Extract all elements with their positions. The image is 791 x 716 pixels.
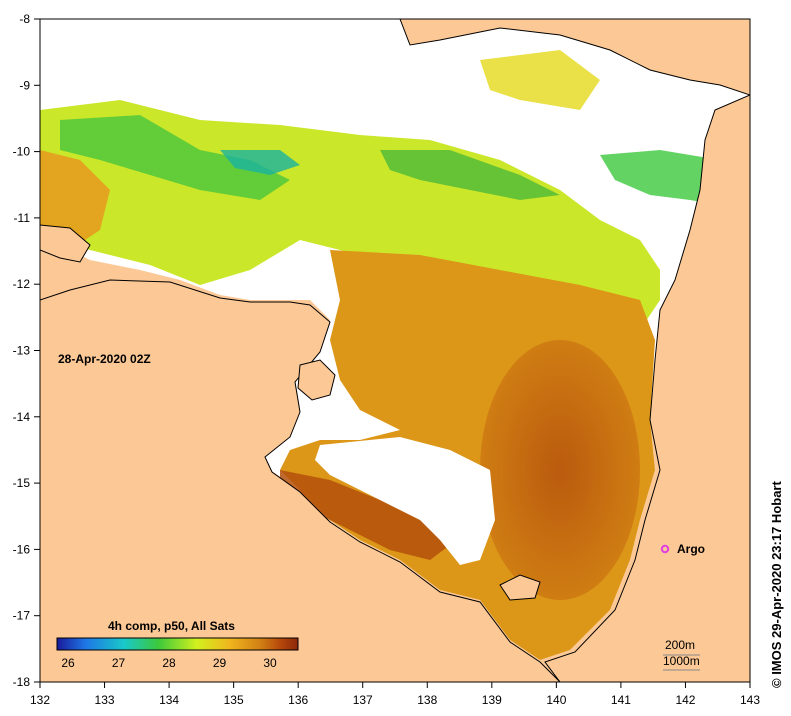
- land-new-guinea: [399, 19, 750, 96]
- sst-warm-core: [480, 340, 640, 600]
- y-tick-label: -8: [19, 12, 30, 26]
- colorbar-tick-label: 27: [112, 656, 126, 670]
- land-groote: [297, 359, 336, 401]
- x-tick-label: 137: [353, 693, 373, 707]
- sst-teal-patch: [220, 150, 300, 175]
- colorbar: 4h comp, p50, All Sats 26 27 28 29 30: [56, 619, 299, 670]
- sst-west-orange: [40, 150, 110, 250]
- x-tick-label: 141: [611, 693, 631, 707]
- x-tick-label: 143: [740, 693, 760, 707]
- y-tick-label: -17: [13, 609, 31, 623]
- y-tick-label: -13: [13, 344, 31, 358]
- x-tick-label: 136: [288, 693, 308, 707]
- x-tick-label: 138: [417, 693, 437, 707]
- argo-marker: Argo: [660, 542, 705, 556]
- colorbar-ramp: [56, 637, 299, 651]
- y-tick-label: -10: [13, 145, 31, 159]
- sst-southwest-warm: [280, 470, 450, 560]
- y-tick-label: -14: [13, 410, 31, 424]
- credit-label: © IMOS 29-Apr-2020 23:17 Hobart: [769, 481, 784, 688]
- y-tick-label: -15: [13, 476, 31, 490]
- y-tick-label: -18: [13, 675, 31, 689]
- y-tick-label: -12: [13, 277, 31, 291]
- x-tick-label: 140: [546, 693, 566, 707]
- land-mornington: [499, 574, 541, 601]
- x-tick-label: 134: [159, 693, 179, 707]
- y-axis: -8 -9 -10 -11 -12 -13 -14 -15 -16 -17 -18: [13, 12, 40, 689]
- colorbar-tick-label: 26: [61, 656, 75, 670]
- contour-1000m: 1000m: [663, 654, 700, 668]
- argo-label: Argo: [677, 542, 705, 556]
- sst-green-patches: [60, 115, 290, 200]
- land-cape-york: [544, 94, 750, 682]
- cloud-gap-south: [315, 437, 495, 565]
- colorbar-tick-label: 30: [263, 656, 277, 670]
- x-tick-label: 135: [224, 693, 244, 707]
- product-label: 4h comp, p50, All Sats: [108, 619, 235, 633]
- contour-200m: 200m: [665, 638, 695, 652]
- date-label: 28-Apr-2020 02Z: [58, 352, 151, 366]
- x-tick-label: 133: [95, 693, 115, 707]
- y-tick-label: -9: [19, 78, 30, 92]
- argo-symbol: [660, 544, 670, 554]
- contour-legend: 200m 1000m: [663, 638, 700, 671]
- land-tiwi: [40, 224, 91, 263]
- x-axis: 132 133 134 135 136 137 138 139 140 141 142 143: [30, 682, 760, 707]
- land-south: [40, 279, 561, 682]
- y-tick-label: -11: [14, 211, 31, 225]
- y-tick-label: -16: [13, 542, 31, 556]
- sst-green-patches-2: [380, 150, 560, 200]
- colorbar-ticks: 26 27 28 29 30: [61, 656, 277, 670]
- sst-north-yellow: [480, 50, 600, 110]
- x-tick-label: 142: [675, 693, 695, 707]
- colorbar-tick-label: 29: [213, 656, 227, 670]
- x-tick-label: 132: [30, 693, 50, 707]
- colorbar-tick-label: 28: [162, 656, 176, 670]
- x-tick-label: 139: [482, 693, 502, 707]
